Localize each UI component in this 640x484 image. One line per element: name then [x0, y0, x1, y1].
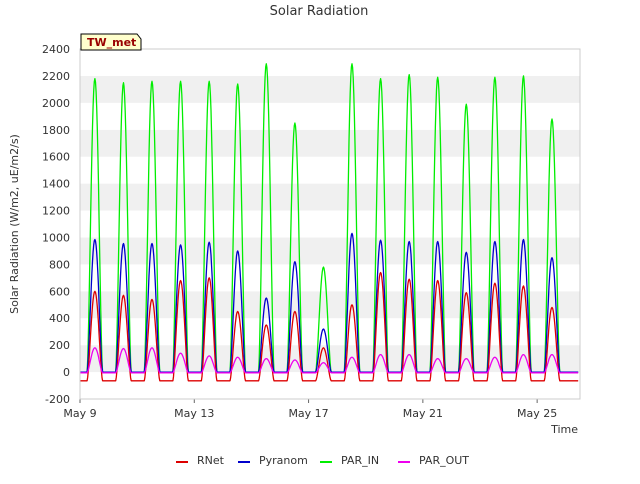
x-tick-label: May 9 [63, 407, 96, 420]
y-tick-label: -200 [45, 393, 70, 406]
legend: RNet Pyranom PAR_IN PAR_OUT [176, 454, 469, 467]
y-tick-label: 400 [49, 312, 70, 325]
y-axis-label: Solar Radiation (W/m2, uE/m2/s) [8, 134, 21, 314]
x-axis-ticks: May 9 May 13 May 17 May 21 May 25 [63, 399, 557, 420]
grid-band [80, 183, 580, 211]
grid-band [80, 210, 580, 238]
grid-band [80, 264, 580, 292]
y-tick-label: 800 [49, 258, 70, 271]
y-axis-ticks: -200 0 200 400 600 800 1000 1200 1400 1600 1800 200… [42, 43, 70, 406]
y-tick-label: 1400 [42, 178, 70, 191]
legend-label: Pyranom [259, 454, 308, 467]
series-lines [79, 63, 579, 382]
y-tick-label: 2000 [42, 97, 70, 110]
y-tick-label: 0 [63, 366, 70, 379]
grid-band [80, 156, 580, 184]
x-tick-label: May 21 [403, 407, 443, 420]
y-tick-label: 600 [49, 285, 70, 298]
y-tick-label: 2400 [42, 43, 70, 56]
legend-label: PAR_OUT [419, 454, 469, 467]
x-tick-label: May 17 [288, 407, 328, 420]
legend-label: RNet [197, 454, 225, 467]
y-tick-label: 1200 [42, 205, 70, 218]
grid-band [80, 75, 580, 103]
y-tick-label: 1600 [42, 151, 70, 164]
plot-frame [79, 48, 581, 400]
series-line-pyranom [79, 232, 579, 373]
chart-title: Solar Radiation [270, 4, 369, 19]
series-line-rnet [79, 271, 579, 382]
station-label-box: TW_met [80, 33, 142, 51]
grid-bands [80, 49, 580, 399]
grid-band [80, 49, 580, 76]
grid-band [80, 237, 580, 265]
y-tick-label: 1800 [42, 124, 70, 137]
y-tick-label: 200 [49, 339, 70, 352]
station-label: TW_met [87, 36, 136, 49]
x-tick-label: May 13 [174, 407, 214, 420]
y-tick-label: 1000 [42, 231, 70, 244]
grid-band [80, 318, 580, 346]
grid-band [80, 102, 580, 130]
y-tick-label: 2200 [42, 70, 70, 83]
grid-band [80, 129, 580, 157]
series-line-par-out [79, 347, 579, 374]
x-axis-label: Time [550, 423, 578, 436]
legend-label: PAR_IN [341, 454, 379, 467]
x-tick-label: May 25 [517, 407, 557, 420]
